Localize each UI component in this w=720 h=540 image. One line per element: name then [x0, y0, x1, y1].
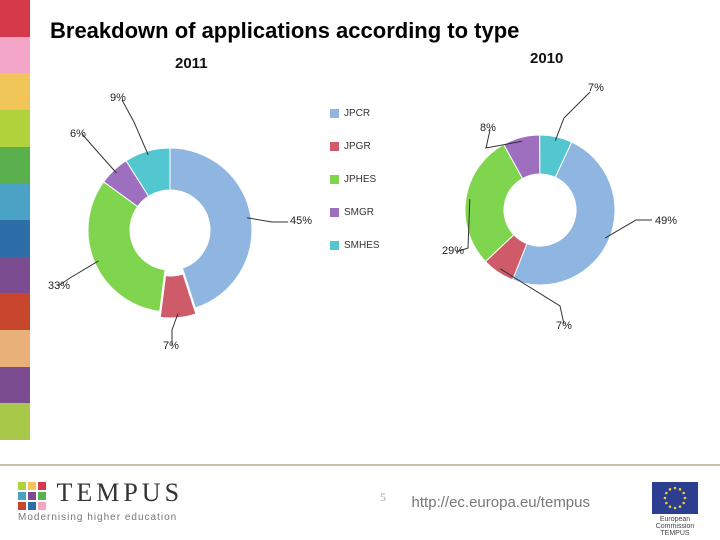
pct-label: 7% — [588, 82, 604, 94]
legend-label: SMHES — [344, 240, 380, 251]
legend-item: SMGR — [330, 207, 380, 218]
tempus-logo-icon — [18, 482, 52, 512]
legend-swatch — [330, 175, 339, 184]
pct-label: 49% — [655, 215, 677, 227]
chart-legend: JPCR JPGR JPHES SMGR SMHES — [330, 108, 380, 273]
footer-url: http://ec.europa.eu/tempus — [412, 494, 590, 511]
legend-swatch — [330, 142, 339, 151]
pct-label: 8% — [480, 122, 496, 134]
footer-divider — [0, 464, 720, 466]
pct-label: 7% — [556, 320, 572, 332]
legend-item: JPGR — [330, 141, 380, 152]
legend-item: JPHES — [330, 174, 380, 185]
tempus-logo-block: TEMPUS Modernising higher education — [18, 478, 183, 523]
pct-label: 33% — [48, 280, 70, 292]
pct-label: 6% — [70, 128, 86, 140]
legend-label: JPHES — [344, 174, 376, 185]
eu-flag-icon — [652, 482, 698, 514]
legend-label: SMGR — [344, 207, 374, 218]
pct-label: 9% — [110, 92, 126, 104]
pct-label: 29% — [442, 245, 464, 257]
pct-label: 45% — [290, 215, 312, 227]
legend-item: JPCR — [330, 108, 380, 119]
slide-footer: TEMPUS Modernising higher education 5 ht… — [0, 460, 720, 540]
legend-swatch — [330, 241, 339, 250]
legend-swatch — [330, 109, 339, 118]
legend-label: JPCR — [344, 108, 370, 119]
tempus-logo-text: TEMPUS — [56, 478, 183, 507]
legend-item: SMHES — [330, 240, 380, 251]
legend-label: JPGR — [344, 141, 371, 152]
pct-label: 7% — [163, 340, 179, 352]
leader-line — [555, 92, 590, 141]
tempus-tagline: Modernising higher education — [18, 512, 183, 523]
page-number: 5 — [380, 490, 386, 505]
eu-flag-caption: European Commission TEMPUS — [644, 516, 706, 537]
legend-swatch — [330, 208, 339, 217]
